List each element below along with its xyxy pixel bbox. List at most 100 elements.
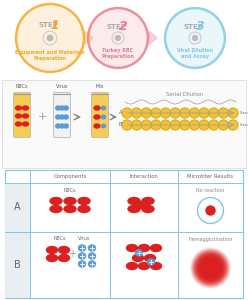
Circle shape	[141, 108, 151, 118]
Circle shape	[196, 253, 225, 283]
Circle shape	[203, 260, 218, 276]
Ellipse shape	[101, 115, 105, 119]
Ellipse shape	[56, 106, 60, 110]
Ellipse shape	[60, 106, 64, 110]
Circle shape	[180, 120, 190, 130]
Ellipse shape	[89, 261, 95, 267]
Circle shape	[203, 260, 218, 276]
Text: Components: Components	[53, 174, 87, 179]
Ellipse shape	[23, 106, 29, 110]
Ellipse shape	[142, 197, 154, 205]
Ellipse shape	[23, 122, 29, 126]
Circle shape	[132, 120, 142, 130]
Text: Hemagglutination: Hemagglutination	[188, 236, 233, 242]
Ellipse shape	[126, 244, 137, 251]
Circle shape	[160, 120, 171, 130]
Text: Equipment and Materials
Preparation: Equipment and Materials Preparation	[15, 50, 85, 61]
Circle shape	[132, 108, 142, 118]
Text: RBCs: RBCs	[16, 83, 28, 88]
Circle shape	[122, 120, 132, 130]
Ellipse shape	[94, 115, 100, 119]
Ellipse shape	[56, 124, 60, 128]
Circle shape	[199, 108, 209, 118]
Ellipse shape	[79, 253, 86, 259]
Ellipse shape	[64, 197, 76, 205]
Text: Microtiter Results: Microtiter Results	[187, 174, 234, 179]
Text: Virus: Virus	[78, 236, 90, 242]
Ellipse shape	[79, 261, 86, 267]
Circle shape	[170, 120, 180, 130]
Ellipse shape	[47, 254, 58, 262]
Ellipse shape	[59, 254, 69, 262]
Ellipse shape	[101, 106, 105, 110]
Ellipse shape	[89, 245, 95, 251]
Circle shape	[200, 257, 221, 279]
Circle shape	[218, 108, 228, 118]
Ellipse shape	[64, 206, 76, 212]
Text: STEP: STEP	[38, 22, 58, 28]
FancyBboxPatch shape	[2, 80, 246, 168]
Ellipse shape	[64, 124, 68, 128]
FancyArrow shape	[85, 31, 93, 45]
Text: B: B	[119, 122, 122, 128]
Ellipse shape	[94, 106, 100, 110]
Circle shape	[193, 250, 228, 285]
Circle shape	[206, 206, 215, 215]
Text: Serial Dilution: Serial Dilution	[166, 92, 204, 97]
Circle shape	[189, 120, 199, 130]
Circle shape	[228, 120, 238, 130]
Text: No reaction: No reaction	[196, 188, 225, 193]
Ellipse shape	[15, 106, 22, 110]
Ellipse shape	[23, 114, 29, 118]
Text: 2: 2	[119, 20, 127, 33]
Circle shape	[209, 120, 219, 130]
Circle shape	[190, 248, 230, 288]
Ellipse shape	[60, 124, 64, 128]
Ellipse shape	[78, 206, 90, 212]
Circle shape	[191, 249, 230, 287]
Circle shape	[47, 35, 53, 41]
Ellipse shape	[151, 244, 161, 251]
Text: Turkey RBC
Preparation: Turkey RBC Preparation	[102, 48, 134, 59]
Circle shape	[180, 108, 190, 118]
Circle shape	[189, 108, 199, 118]
Ellipse shape	[89, 253, 95, 259]
Text: STEP: STEP	[106, 24, 126, 30]
Text: +: +	[68, 249, 76, 259]
Circle shape	[196, 254, 224, 282]
Text: Mix: Mix	[96, 83, 104, 88]
Circle shape	[116, 36, 120, 40]
Circle shape	[195, 252, 226, 284]
Ellipse shape	[56, 115, 60, 119]
Text: Viral Dilution
and Assay: Viral Dilution and Assay	[177, 48, 213, 59]
Text: Interaction: Interaction	[130, 174, 158, 179]
FancyBboxPatch shape	[5, 232, 30, 298]
Ellipse shape	[135, 250, 143, 256]
Circle shape	[122, 108, 132, 118]
Text: RBCs: RBCs	[64, 188, 76, 193]
Ellipse shape	[151, 262, 161, 269]
Ellipse shape	[142, 206, 154, 212]
Text: Serum 2: Serum 2	[240, 123, 248, 127]
Ellipse shape	[128, 206, 140, 212]
Circle shape	[194, 251, 227, 285]
Circle shape	[199, 256, 222, 279]
FancyBboxPatch shape	[5, 170, 243, 298]
Ellipse shape	[126, 262, 137, 269]
Ellipse shape	[79, 245, 86, 251]
Ellipse shape	[64, 115, 68, 119]
Text: B: B	[14, 260, 21, 270]
Ellipse shape	[47, 247, 58, 254]
Text: A: A	[14, 202, 21, 212]
FancyBboxPatch shape	[54, 92, 70, 137]
Ellipse shape	[50, 206, 62, 212]
Circle shape	[170, 108, 180, 118]
Ellipse shape	[145, 254, 155, 262]
Ellipse shape	[60, 115, 64, 119]
Ellipse shape	[138, 244, 150, 251]
Ellipse shape	[132, 254, 144, 262]
Text: 3: 3	[196, 20, 204, 33]
Ellipse shape	[101, 124, 105, 128]
Ellipse shape	[59, 247, 69, 254]
Circle shape	[165, 8, 225, 68]
